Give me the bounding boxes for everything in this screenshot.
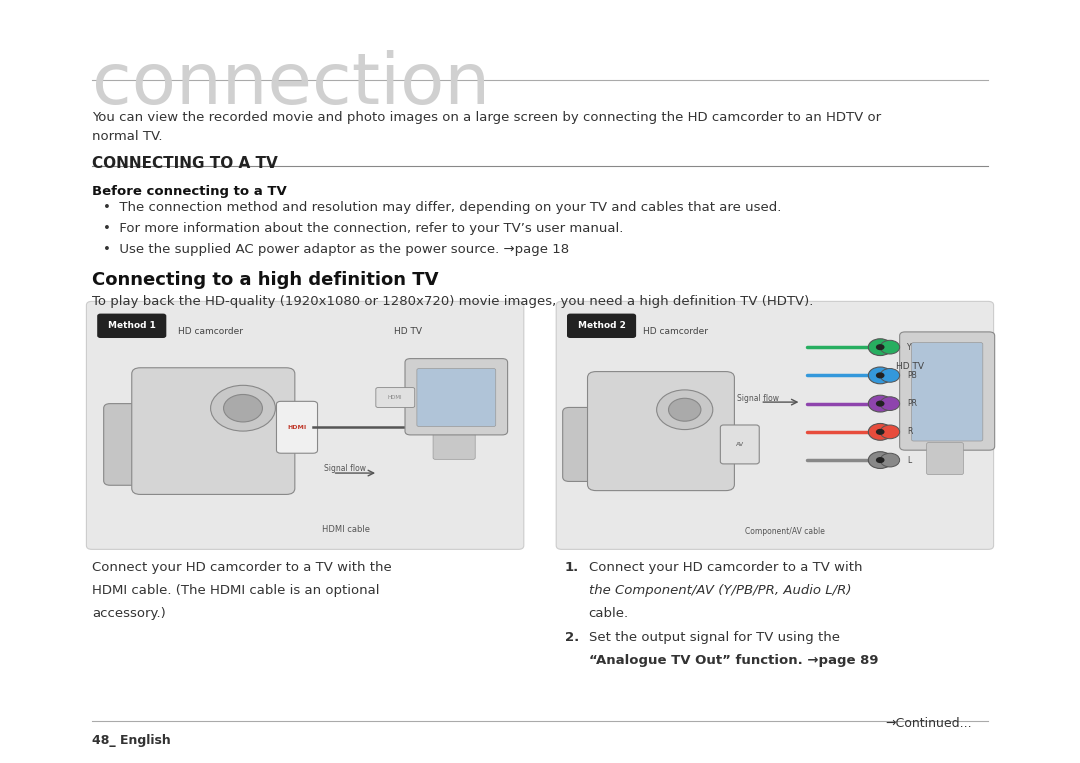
FancyBboxPatch shape bbox=[912, 343, 983, 441]
Text: Before connecting to a TV: Before connecting to a TV bbox=[92, 185, 286, 198]
FancyBboxPatch shape bbox=[104, 404, 151, 485]
Text: HDMI: HDMI bbox=[388, 395, 403, 400]
Circle shape bbox=[876, 429, 885, 435]
Text: HDMI cable: HDMI cable bbox=[322, 525, 369, 534]
Text: Connect your HD camcorder to a TV with the: Connect your HD camcorder to a TV with t… bbox=[92, 561, 392, 574]
FancyBboxPatch shape bbox=[276, 401, 318, 453]
Circle shape bbox=[880, 453, 900, 467]
FancyBboxPatch shape bbox=[720, 425, 759, 464]
Text: L: L bbox=[907, 456, 912, 465]
Text: Signal flow: Signal flow bbox=[324, 464, 366, 473]
Text: Set the output signal for TV using the: Set the output signal for TV using the bbox=[589, 631, 839, 644]
Text: Method 2: Method 2 bbox=[578, 321, 625, 330]
Text: HDMI cable. (The HDMI cable is an optional: HDMI cable. (The HDMI cable is an option… bbox=[92, 584, 379, 597]
FancyBboxPatch shape bbox=[563, 407, 606, 481]
FancyBboxPatch shape bbox=[405, 359, 508, 435]
Text: 1.: 1. bbox=[565, 561, 579, 574]
Text: AV: AV bbox=[735, 443, 744, 447]
Circle shape bbox=[224, 394, 262, 422]
Text: the Component/AV (Y/PB/PR, Audio L/R): the Component/AV (Y/PB/PR, Audio L/R) bbox=[589, 584, 851, 597]
FancyBboxPatch shape bbox=[556, 301, 994, 549]
Text: HDMI: HDMI bbox=[287, 425, 307, 430]
Text: HD camcorder: HD camcorder bbox=[643, 327, 707, 336]
Text: PB: PB bbox=[907, 371, 917, 380]
Circle shape bbox=[876, 344, 885, 350]
Text: R: R bbox=[907, 427, 913, 436]
FancyBboxPatch shape bbox=[433, 426, 475, 459]
Text: CONNECTING TO A TV: CONNECTING TO A TV bbox=[92, 156, 278, 172]
FancyBboxPatch shape bbox=[900, 332, 995, 450]
Circle shape bbox=[880, 340, 900, 354]
Circle shape bbox=[876, 401, 885, 407]
Circle shape bbox=[868, 367, 892, 384]
Circle shape bbox=[868, 423, 892, 440]
Text: →Continued...: →Continued... bbox=[886, 717, 972, 730]
Text: HD TV: HD TV bbox=[896, 362, 924, 372]
Circle shape bbox=[868, 395, 892, 412]
FancyBboxPatch shape bbox=[97, 314, 166, 338]
Text: •  The connection method and resolution may differ, depending on your TV and cab: • The connection method and resolution m… bbox=[103, 201, 781, 214]
Text: •  For more information about the connection, refer to your TV’s user manual.: • For more information about the connect… bbox=[103, 222, 623, 235]
Circle shape bbox=[669, 398, 701, 421]
Circle shape bbox=[880, 425, 900, 439]
Text: You can view the recorded movie and photo images on a large screen by connecting: You can view the recorded movie and phot… bbox=[92, 111, 881, 143]
FancyBboxPatch shape bbox=[86, 301, 524, 549]
Text: Connect your HD camcorder to a TV with: Connect your HD camcorder to a TV with bbox=[589, 561, 862, 574]
Text: Component/AV cable: Component/AV cable bbox=[745, 527, 825, 536]
Text: Signal flow: Signal flow bbox=[737, 394, 779, 404]
Text: cable.: cable. bbox=[589, 607, 629, 620]
Text: 48_ English: 48_ English bbox=[92, 734, 171, 747]
Circle shape bbox=[211, 385, 275, 431]
Circle shape bbox=[868, 452, 892, 468]
FancyBboxPatch shape bbox=[927, 443, 963, 475]
FancyBboxPatch shape bbox=[417, 369, 496, 427]
Text: HD TV: HD TV bbox=[394, 327, 422, 336]
Circle shape bbox=[880, 397, 900, 410]
FancyBboxPatch shape bbox=[376, 388, 415, 407]
FancyBboxPatch shape bbox=[567, 314, 636, 338]
Text: •  Use the supplied AC power adaptor as the power source. →page 18: • Use the supplied AC power adaptor as t… bbox=[103, 243, 569, 256]
Text: Y: Y bbox=[907, 343, 912, 352]
Text: PR: PR bbox=[907, 399, 917, 408]
Circle shape bbox=[876, 372, 885, 378]
FancyBboxPatch shape bbox=[132, 368, 295, 494]
Text: “Analogue TV Out” function. →page 89: “Analogue TV Out” function. →page 89 bbox=[589, 654, 878, 667]
Text: HD camcorder: HD camcorder bbox=[178, 327, 243, 336]
Circle shape bbox=[876, 457, 885, 463]
Circle shape bbox=[868, 339, 892, 356]
Text: accessory.): accessory.) bbox=[92, 607, 165, 620]
Text: connection: connection bbox=[92, 50, 490, 118]
Text: 2.: 2. bbox=[565, 631, 579, 644]
Circle shape bbox=[880, 369, 900, 382]
Text: Connecting to a high definition TV: Connecting to a high definition TV bbox=[92, 271, 438, 289]
Circle shape bbox=[657, 390, 713, 430]
FancyBboxPatch shape bbox=[588, 372, 734, 491]
Text: To play back the HD-quality (1920x1080 or 1280x720) movie images, you need a hig: To play back the HD-quality (1920x1080 o… bbox=[92, 295, 813, 307]
Text: Method 1: Method 1 bbox=[108, 321, 156, 330]
